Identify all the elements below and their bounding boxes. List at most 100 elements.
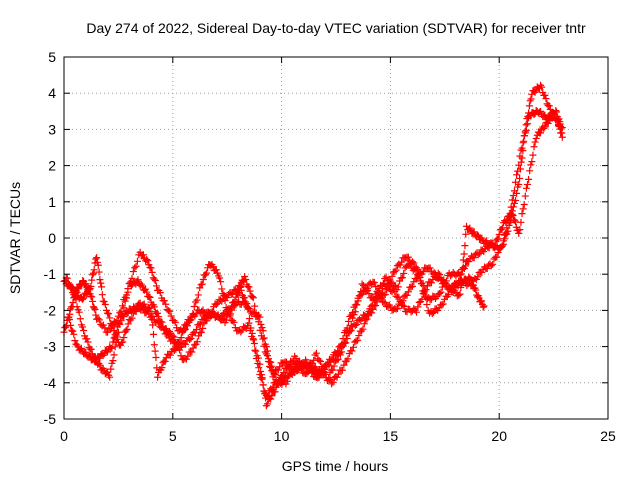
data-point [430, 269, 438, 277]
data-point [419, 287, 427, 295]
data-point [377, 294, 385, 302]
data-point [153, 317, 161, 325]
data-point [119, 338, 127, 346]
data-point [249, 294, 257, 302]
data-point [177, 334, 185, 342]
data-point [68, 326, 76, 334]
data-point [161, 357, 169, 365]
data-point [521, 192, 529, 200]
data-point [388, 272, 396, 280]
data-point [385, 283, 393, 291]
data-point [508, 207, 516, 215]
data-point [151, 277, 159, 285]
data-point [88, 276, 96, 284]
data-point [166, 307, 174, 315]
data-point [193, 296, 201, 304]
data-point [110, 334, 118, 342]
data-point [364, 311, 372, 319]
data-point [150, 275, 158, 283]
data-point [512, 178, 520, 186]
data-point [323, 363, 331, 371]
data-point [259, 335, 267, 343]
data-point [329, 366, 337, 374]
data-point [300, 360, 308, 368]
data-point [328, 380, 336, 388]
data-point [99, 351, 107, 359]
data-point [108, 321, 116, 329]
data-point [181, 325, 189, 333]
data-point [340, 361, 348, 369]
grid-lines [64, 57, 608, 419]
data-point [436, 289, 444, 297]
data-point [289, 366, 297, 374]
data-point [127, 307, 135, 315]
data-point [274, 366, 282, 374]
data-point [156, 289, 164, 297]
data-point [144, 303, 152, 311]
data-point [470, 254, 478, 262]
data-point [137, 280, 145, 288]
data-point [192, 326, 200, 334]
data-point [386, 276, 394, 284]
x-axis-label: GPS time / hours [282, 458, 389, 474]
data-point [413, 308, 421, 316]
data-point [230, 318, 238, 326]
data-point [263, 392, 271, 400]
data-point [83, 335, 91, 343]
data-point [144, 257, 152, 265]
data-point [249, 308, 257, 316]
data-point [518, 144, 526, 152]
data-point [457, 284, 465, 292]
data-point [177, 352, 185, 360]
data-point [333, 373, 341, 381]
data-point [380, 298, 388, 306]
data-point [287, 370, 295, 378]
data-point [493, 253, 501, 261]
data-point [372, 283, 380, 291]
data-point [370, 278, 378, 286]
data-point [327, 356, 335, 364]
data-point [537, 129, 545, 137]
data-point [495, 230, 503, 238]
data-point [248, 293, 256, 301]
data-point [330, 362, 338, 370]
data-point [187, 316, 195, 324]
data-point [76, 315, 84, 323]
data-point [120, 313, 128, 321]
data-point [412, 266, 420, 274]
data-point [89, 271, 97, 279]
data-point [479, 303, 487, 311]
y-tick-label: 0 [48, 230, 56, 246]
data-point [358, 290, 366, 298]
data-point [96, 361, 104, 369]
data-point [217, 278, 225, 286]
data-point [269, 383, 277, 391]
data-point [226, 310, 234, 318]
data-point [257, 367, 265, 375]
data-point [439, 300, 447, 308]
y-tick-label: -3 [44, 339, 57, 355]
data-point [403, 291, 411, 299]
data-point [251, 302, 259, 310]
data-point [268, 362, 276, 370]
data-point [516, 174, 524, 182]
data-point [146, 293, 154, 301]
data-point [139, 251, 147, 259]
data-point [70, 285, 78, 293]
data-point [458, 276, 466, 284]
data-point [263, 400, 271, 408]
data-point [408, 282, 416, 290]
data-point [365, 290, 373, 298]
data-point [106, 314, 114, 322]
data-point [410, 259, 418, 267]
data-point [503, 217, 511, 225]
data-point [267, 358, 275, 366]
data-point [540, 124, 548, 132]
data-point [93, 254, 101, 262]
data-point [447, 284, 455, 292]
data-point [362, 316, 370, 324]
data-point [252, 347, 260, 355]
data-point [101, 324, 109, 332]
data-point [364, 284, 372, 292]
